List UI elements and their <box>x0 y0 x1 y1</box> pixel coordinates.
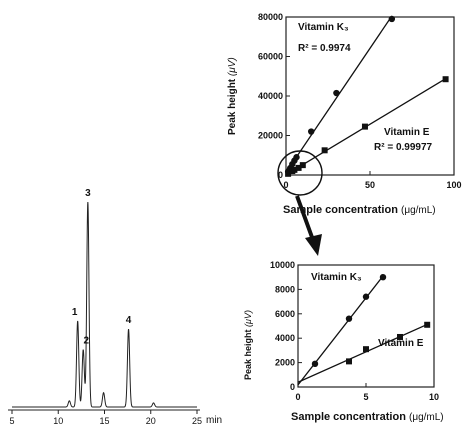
inset-y-tick-label: 6000 <box>275 309 295 319</box>
main-x-ticks: 0 50 100 <box>283 171 462 190</box>
main-point-series2 <box>285 170 292 177</box>
main-point-series1 <box>388 15 396 23</box>
inset-x-tick-label: 0 <box>295 392 300 402</box>
chromatogram-x-tick-label: 10 <box>53 416 63 426</box>
inset-point-series1 <box>345 315 353 322</box>
chromatogram-peak-label: 2 <box>83 336 89 347</box>
chromatogram-peak-label: 4 <box>126 315 132 326</box>
main-series1-name: Vitamin K₃ <box>298 22 349 33</box>
main-x-tick-label: 50 <box>365 180 375 190</box>
inset-point-series1 <box>379 274 387 281</box>
inset-x-tick-label: 5 <box>363 392 368 402</box>
inset-y-tick-label: 2000 <box>275 358 295 368</box>
inset-ylabel: Peak height (μV) <box>243 310 253 380</box>
main-y-tick-label: 0 <box>278 170 283 180</box>
chromatogram-trace <box>12 201 197 408</box>
main-y-ticks: 0 20000 40000 60000 80000 <box>258 12 290 180</box>
main-y-tick-label: 80000 <box>258 12 283 22</box>
chromatogram-peak-label: 3 <box>85 188 91 199</box>
chromatogram-ticks: 5 10 15 20 25 <box>9 410 202 426</box>
inset-fit-line-2 <box>297 323 428 383</box>
main-x-tick-label: 0 <box>283 180 288 190</box>
inset-point-series2 <box>363 346 369 353</box>
zoom-arrow-head <box>305 234 322 256</box>
chromatogram-peak-labels: 1 2 3 4 <box>72 188 132 347</box>
inset-plot-frame <box>297 264 435 388</box>
main-y-tick-label: 40000 <box>258 91 283 101</box>
chromatogram-x-unit: min <box>206 415 222 426</box>
main-y-tick-label: 20000 <box>258 131 283 141</box>
inset-y-ticks: 0 2000 4000 6000 8000 10000 <box>270 260 302 392</box>
calibration-plot-main: 0 20000 40000 60000 80000 0 50 100 Peak height… <box>227 12 462 216</box>
main-y-tick-label: 60000 <box>258 52 283 62</box>
chromatogram-x-tick-label: 15 <box>99 416 109 426</box>
inset-series2-name: Vitamin E <box>378 338 424 349</box>
inset-x-ticks: 0 5 10 <box>295 383 439 402</box>
main-point-series2 <box>295 164 302 171</box>
main-series2-name: Vitamin E <box>384 127 430 138</box>
inset-regression-lines <box>297 275 428 386</box>
chromatogram: 5 10 15 20 25 min 1 2 3 4 <box>8 188 222 426</box>
inset-x-tick-label: 10 <box>429 392 439 402</box>
main-points <box>284 15 449 177</box>
main-point-series2 <box>321 147 328 154</box>
main-ylabel: Peak height (μV) <box>227 57 238 135</box>
main-point-series1 <box>308 128 315 135</box>
main-series2-r2: R² = 0.99977 <box>374 142 433 153</box>
chromatogram-x-tick-label: 25 <box>192 416 202 426</box>
zoom-arrow-shaft <box>295 195 315 241</box>
chromatogram-x-tick-label: 5 <box>9 416 14 426</box>
main-point-series1 <box>293 154 300 161</box>
calibration-plot-inset: 0 2000 4000 6000 8000 10000 0 5 10 Peak height … <box>243 260 444 423</box>
inset-point-series1 <box>311 360 319 368</box>
inset-y-tick-label: 4000 <box>275 333 295 343</box>
main-point-series1 <box>333 89 340 97</box>
zoom-circle <box>277 150 323 196</box>
inset-points <box>311 274 431 368</box>
inset-point-series2 <box>424 321 431 328</box>
main-point-series2 <box>299 162 306 169</box>
main-point-series2 <box>291 166 298 173</box>
inset-y-tick-label: 0 <box>290 382 295 392</box>
chromatogram-x-tick-label: 20 <box>146 416 156 426</box>
inset-point-series2 <box>346 358 352 365</box>
inset-point-series2 <box>397 333 403 340</box>
main-x-tick-label: 100 <box>446 180 461 190</box>
inset-series1-name: Vitamin K₃ <box>311 272 362 283</box>
inset-fit-line-1 <box>297 275 384 386</box>
main-point-series2 <box>361 123 368 130</box>
main-xlabel: Sample concentration (μg/mL) <box>283 204 436 216</box>
inset-y-tick-label: 8000 <box>275 284 295 294</box>
main-point-series2 <box>442 76 449 83</box>
inset-y-tick-label: 10000 <box>270 260 295 270</box>
inset-xlabel: Sample concentration (μg/mL) <box>291 411 444 423</box>
chromatogram-peak-label: 1 <box>72 307 78 318</box>
inset-point-series1 <box>362 293 370 300</box>
main-series1-r2: R² = 0.9974 <box>298 43 351 54</box>
